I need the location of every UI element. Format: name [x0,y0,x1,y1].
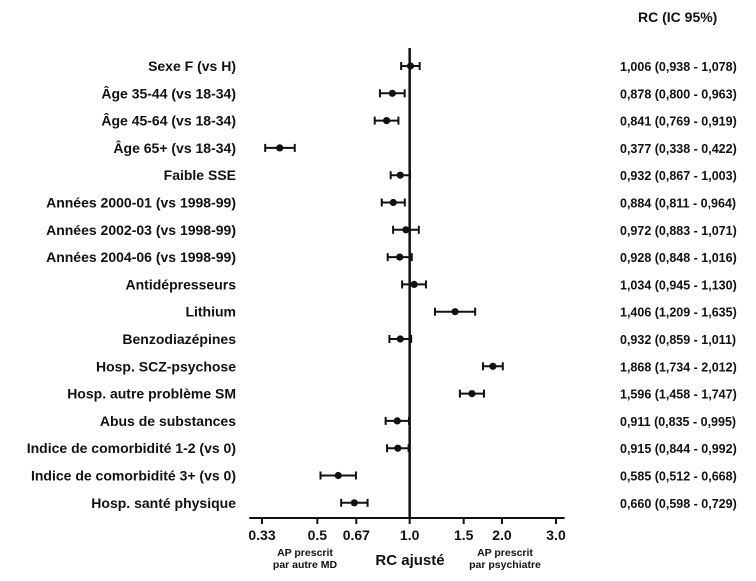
point-estimate [389,198,397,207]
row-label: Hosp. santé physique [91,495,236,511]
point-estimate [350,499,358,507]
ci-value-text: 0,972 (0,883 - 1,071) [620,224,737,238]
point-estimate [451,308,459,316]
ci-value-text: 0,841 (0,769 - 0,919) [620,115,737,129]
ci-value-text: 0,928 (0,848 - 1,016) [620,251,737,265]
ci-value-text: 1,868 (1,734 - 2,012) [620,360,737,374]
point-estimate [334,471,342,480]
row-label: Hosp. SCZ-psychose [96,358,236,374]
row-label: Antidépresseurs [126,276,237,292]
ci-value-text: 0,377 (0,338 - 0,422) [620,142,737,156]
left-note-line-1: AP prescrit [277,547,333,559]
ci-value-text: 0,878 (0,800 - 0,963) [620,87,737,101]
ci-column-header: RC (IC 95%) [638,9,717,25]
ci-value-text: 1,034 (0,945 - 1,130) [620,278,737,292]
row-label: Âge 65+ (vs 18-34) [113,139,236,156]
x-tick-label: 1.5 [454,527,474,543]
x-tick-label: 0.33 [248,527,275,543]
x-tick-label: 1.0 [400,527,420,543]
x-tick-label: 0.5 [308,527,328,543]
ci-value-text: 1,406 (1,209 - 1,635) [620,306,737,320]
left-note-line-2: par autre MD [273,559,338,571]
ci-value-text: 0,932 (0,859 - 1,011) [620,333,736,347]
plot-area [264,62,504,507]
point-estimate [396,335,404,343]
row-label: Abus de substances [100,413,236,429]
right-note-line-1: AP prescrit [477,547,533,559]
x-axis: 0.33 0.5 0.67 1.0 1.5 2.0 3.0 [248,48,566,543]
row-label: Hosp. autre problème SM [67,386,236,402]
ci-value-text: 1,006 (0,938 - 1,078) [620,60,737,74]
point-estimate [383,117,391,125]
point-estimate [388,89,396,97]
point-estimate [489,362,497,370]
x-tick-label: 2.0 [492,527,512,543]
ci-value-text: 0,660 (0,598 - 0,729) [620,497,737,511]
row-label: Années 2002-03 (vs 1998-99) [46,222,236,238]
ci-value-text: 0,915 (0,844 - 0,992) [620,442,737,456]
row-label: Faible SSE [164,167,236,183]
point-estimate [396,253,404,261]
ci-value-text: 1,596 (1,458 - 1,747) [620,388,737,402]
x-axis-label: RC ajusté [375,552,444,569]
point-estimate [468,390,476,398]
row-label: Benzodiazépines [122,331,236,347]
row-label: Sexe F (vs H) [148,58,236,74]
point-estimate [396,171,404,179]
ci-value-text: 0,911 (0,835 - 0,995) [620,415,736,429]
x-tick-label: 3.0 [546,527,566,543]
point-estimate [393,417,401,425]
row-label: Âge 35-44 (vs 18-34) [101,84,236,101]
point-estimate [394,444,402,452]
row-label: Années 2004-06 (vs 1998-99) [46,249,236,265]
row-label: Lithium [185,304,236,320]
row-label: Indice de comorbidité 1-2 (vs 0) [27,440,236,456]
point-estimate [402,226,410,234]
row-labels: Sexe F (vs H) Âge 35-44 (vs 18-34) Âge 45-… [27,58,236,511]
ci-value-text: 0,585 (0,512 - 0,668) [620,470,737,484]
ci-value-text: 0,932 (0,867 - 1,003) [620,169,737,183]
point-estimate [276,144,284,152]
row-label: Âge 45-64 (vs 18-34) [101,112,236,129]
row-label: Indice de comorbidité 3+ (vs 0) [31,468,236,484]
x-tick-label: 0.67 [343,527,370,543]
ci-value-column: 1,006 (0,938 - 1,078) 0,878 (0,800 - 0,96… [620,60,737,511]
row-label: Années 2000-01 (vs 1998-99) [46,195,236,211]
right-note-line-2: par psychiatre [469,559,541,571]
point-estimate [410,280,418,288]
ci-value-text: 0,884 (0,811 - 0,964) [620,197,736,211]
